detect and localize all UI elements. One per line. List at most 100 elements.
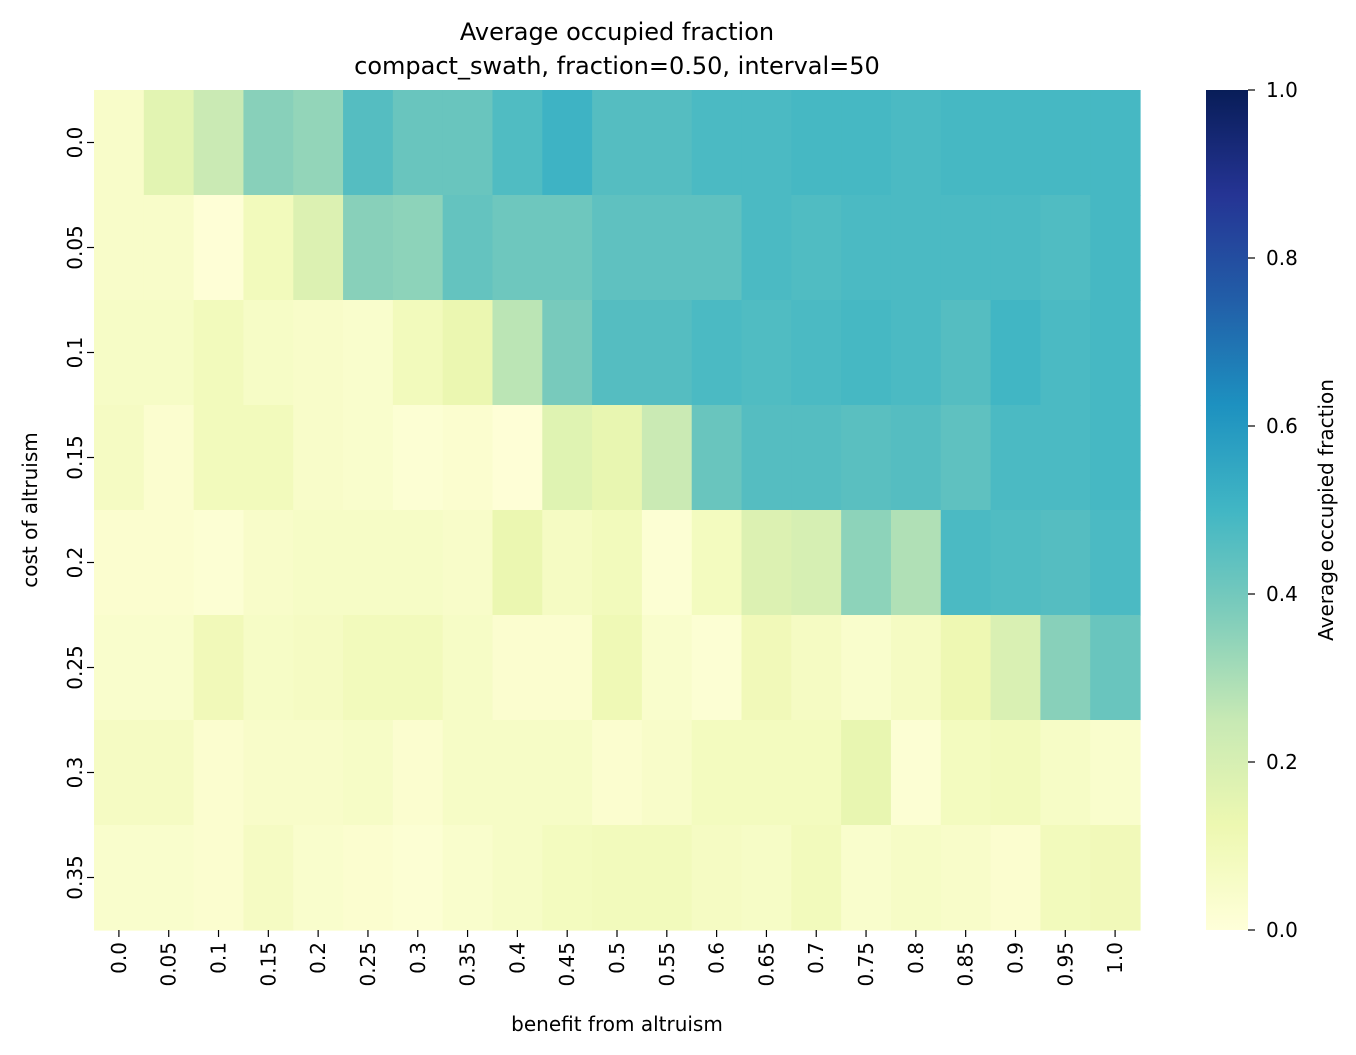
heatmap-cell (193, 720, 245, 826)
heatmap-cell (392, 195, 444, 301)
heatmap-cell (143, 825, 195, 931)
colorbar-tick-label: 1.0 (1266, 78, 1298, 102)
heatmap-cell (193, 195, 245, 301)
heatmap-cell (841, 300, 892, 406)
heatmap-cell (691, 300, 743, 406)
heatmap-cell (940, 825, 992, 931)
heatmap-cell (641, 825, 693, 931)
heatmap-cell (193, 615, 245, 721)
heatmap-cell (990, 300, 1041, 406)
heatmap-cell (392, 615, 444, 721)
heatmap-cell (691, 720, 743, 826)
heatmap-cell (542, 195, 593, 301)
heatmap-cell (641, 300, 693, 406)
heatmap-cell (492, 90, 543, 196)
heatmap-cell (343, 825, 394, 931)
heatmap-cell (94, 510, 145, 616)
heatmap-cell (890, 90, 942, 196)
heatmap-cell (592, 510, 643, 616)
heatmap-cell (1090, 510, 1141, 616)
heatmap-cell (691, 405, 743, 511)
heatmap-cell (293, 720, 344, 826)
x-tick-label: 0.45 (555, 942, 579, 987)
heatmap-cell (442, 510, 494, 616)
x-tick-label: 0.6 (705, 942, 729, 974)
heatmap-cell (940, 405, 992, 511)
heatmap-cell (890, 300, 942, 406)
heatmap-cell (890, 195, 942, 301)
heatmap-cell (691, 90, 743, 196)
heatmap-cell (1040, 510, 1091, 616)
heatmap-cell (641, 615, 693, 721)
heatmap-cell (1090, 405, 1141, 511)
heatmap-cell (143, 300, 195, 406)
x-tick-label: 0.3 (406, 942, 430, 974)
heatmap-cell (592, 720, 643, 826)
x-tick-label: 0.1 (207, 942, 231, 974)
heatmap-cell (990, 615, 1041, 721)
colorbar-tick-label: 0.2 (1266, 750, 1298, 774)
heatmap-cell (592, 90, 643, 196)
heatmap-cell (890, 615, 942, 721)
x-tick-label: 0.55 (655, 942, 679, 987)
heatmap-cell (641, 195, 693, 301)
heatmap-cell (143, 405, 195, 511)
heatmap-cell (841, 510, 892, 616)
x-tick-label: 0.8 (904, 942, 928, 974)
heatmap-cell (542, 825, 593, 931)
heatmap-cell (1090, 615, 1141, 721)
heatmap-cell (193, 405, 245, 511)
y-tick-label: 0.15 (63, 435, 87, 480)
heatmap-cells (94, 90, 1141, 931)
colorbar-tick-label: 0.6 (1266, 414, 1298, 438)
heatmap-cell (193, 300, 245, 406)
heatmap-cell (1040, 825, 1091, 931)
heatmap-cell (940, 195, 992, 301)
heatmap-cell (442, 615, 494, 721)
heatmap-cell (791, 90, 842, 196)
heatmap-cell (1090, 90, 1141, 196)
heatmap-cell (343, 90, 394, 196)
heatmap-cell (243, 825, 294, 931)
heatmap-cell (940, 90, 992, 196)
y-tick-label: 0.1 (63, 337, 87, 369)
heatmap-cell (841, 720, 892, 826)
heatmap-cell (990, 405, 1041, 511)
x-tick-label: 0.5 (605, 942, 629, 974)
y-axis-label: cost of altruism (18, 432, 42, 588)
heatmap-cell (940, 720, 992, 826)
heatmap-cell (492, 405, 543, 511)
heatmap-cell (243, 405, 294, 511)
heatmap-cell (592, 825, 643, 931)
heatmap-cell (1040, 405, 1091, 511)
heatmap-cell (442, 90, 494, 196)
x-tick-label: 0.2 (306, 942, 330, 974)
heatmap-cell (442, 195, 494, 301)
chart-title: Average occupied fraction (460, 18, 774, 46)
heatmap-cell (243, 720, 294, 826)
heatmap-cell (841, 90, 892, 196)
heatmap-cell (990, 195, 1041, 301)
heatmap-cell (741, 405, 792, 511)
colorbar-tick-label: 0.4 (1266, 582, 1298, 606)
y-tick-label: 0.2 (63, 547, 87, 579)
x-axis-ticks: 0.0 0.05 0.1 0.15 0.2 0.25 0.3 0.35 0.4 0.45 0.5 0.… (107, 930, 1127, 987)
heatmap-cell (193, 510, 245, 616)
heatmap-cell (741, 510, 792, 616)
heatmap-cell (193, 825, 245, 931)
heatmap-cell (890, 405, 942, 511)
heatmap-cell (592, 405, 643, 511)
heatmap-cell (293, 300, 344, 406)
heatmap-cell (392, 90, 444, 196)
y-tick-label: 0.3 (63, 757, 87, 789)
heatmap-cell (1040, 300, 1091, 406)
x-tick-label: 0.35 (456, 942, 480, 987)
heatmap-cell (1040, 90, 1091, 196)
heatmap-cell (641, 720, 693, 826)
heatmap-cell (392, 300, 444, 406)
x-tick-label: 0.25 (356, 942, 380, 987)
colorbar-label: Average occupied fraction (1314, 379, 1338, 641)
heatmap-cell (243, 195, 294, 301)
heatmap-cell (94, 90, 145, 196)
heatmap-cell (442, 825, 494, 931)
